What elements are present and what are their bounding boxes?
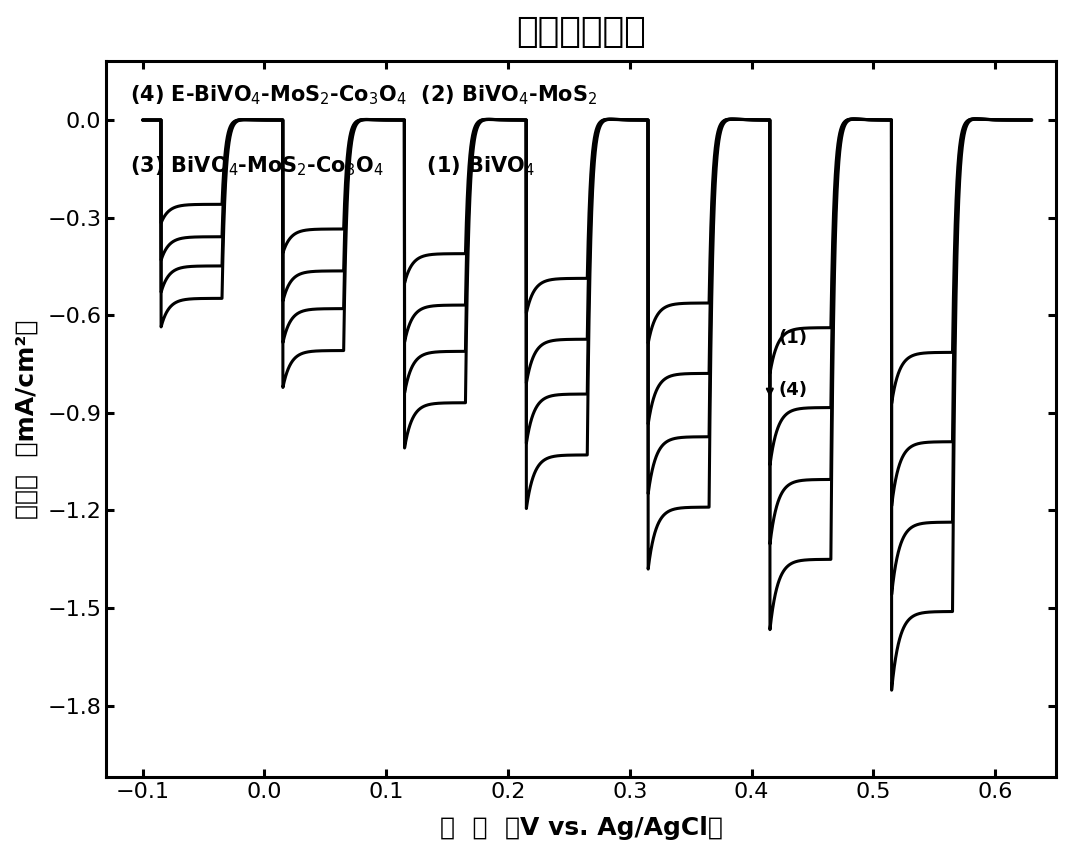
- Text: (4) E-BiVO$_4$-MoS$_2$-Co$_3$O$_4$  (2) BiVO$_4$-MoS$_2$: (4) E-BiVO$_4$-MoS$_2$-Co$_3$O$_4$ (2) B…: [130, 83, 598, 107]
- Title: 可见光照射下: 可见光照射下: [516, 15, 646, 49]
- Text: (3) BiVO$_4$-MoS$_2$-Co$_3$O$_4$      (1) BiVO$_4$: (3) BiVO$_4$-MoS$_2$-Co$_3$O$_4$ (1) BiV…: [130, 155, 536, 178]
- Text: (4): (4): [779, 381, 808, 399]
- Text: (1): (1): [779, 329, 808, 347]
- X-axis label: 电  压  （V vs. Ag/AgCl）: 电 压 （V vs. Ag/AgCl）: [440, 816, 723, 840]
- Y-axis label: 光电流  （mA/cm²）: 光电流 （mA/cm²）: [15, 320, 39, 519]
